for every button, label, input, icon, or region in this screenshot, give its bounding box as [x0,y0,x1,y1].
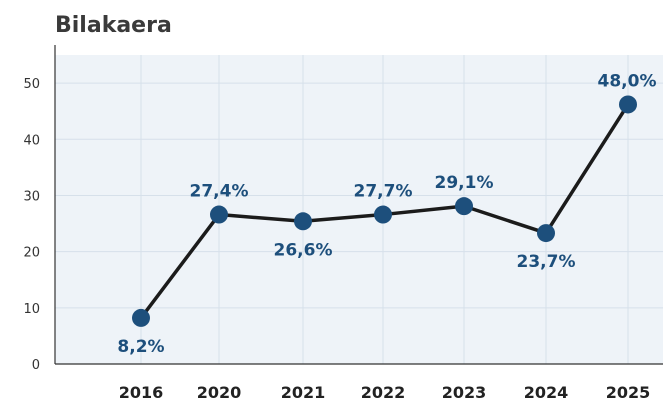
y-tick-label: 20 [23,246,40,261]
y-tick-label: 0 [32,358,40,373]
data-point [374,205,392,224]
data-points [132,95,637,327]
data-point [619,95,637,114]
data-label: 27,7% [354,182,413,202]
y-tick-label: 40 [23,133,40,148]
axes [54,45,663,365]
data-point [132,308,150,327]
x-tick-label: 2020 [197,383,242,402]
data-label: 48,0% [598,71,657,91]
x-tick-label: 2022 [361,383,406,402]
data-point [294,212,312,231]
chart-title: Bilakaera [55,13,172,38]
tick-labels: 0 10 20 30 40 50 2016 2020 2021 2022 2023 2024 2025 [23,77,650,402]
y-tick-label: 50 [23,77,40,92]
y-tick-label: 30 [23,189,40,204]
x-tick-label: 2024 [524,383,569,402]
x-tick-label: 2023 [442,383,487,402]
data-label: 29,1% [435,173,494,193]
x-tick-label: 2025 [606,383,651,402]
x-tick-label: 2021 [281,383,326,402]
data-point [455,197,473,216]
data-point [537,224,555,243]
data-label: 27,4% [190,182,249,202]
data-label: 8,2% [117,337,164,357]
data-label: 26,6% [274,240,333,260]
data-labels: 8,2% 27,4% 26,6% 27,7% 29,1% 23,7% 48,0% [117,71,656,356]
y-tick-label: 10 [23,302,40,317]
data-label: 23,7% [517,252,576,272]
x-tick-label: 2016 [119,383,164,402]
data-point [210,205,228,224]
